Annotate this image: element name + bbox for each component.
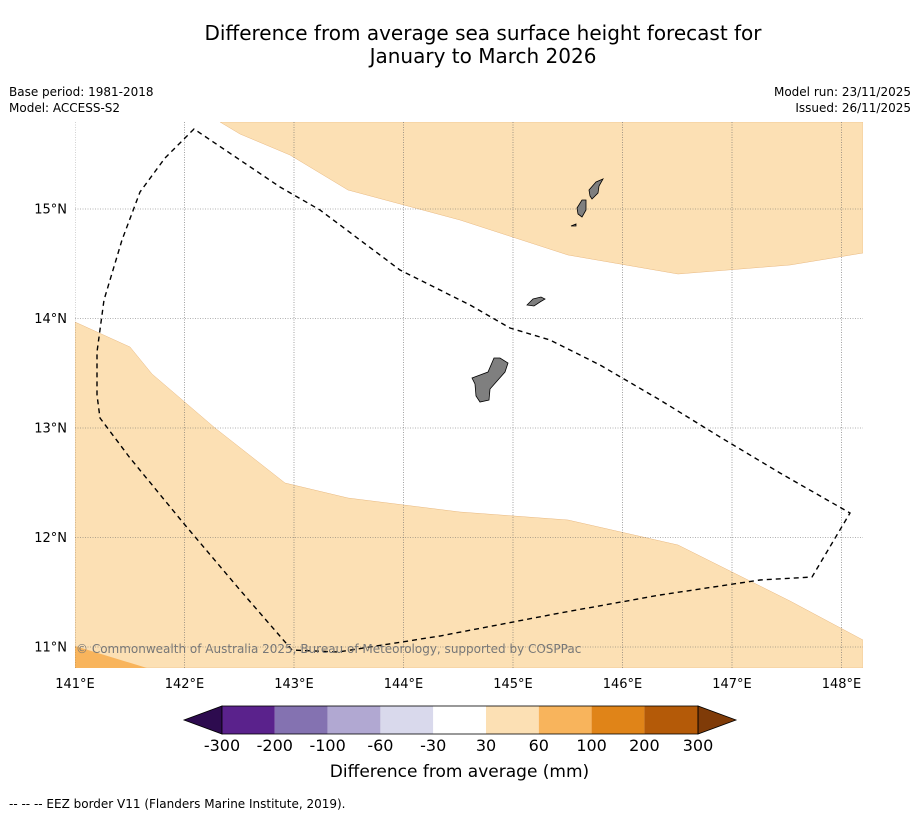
colorbar-title: Difference from average (mm) xyxy=(329,762,590,782)
rota-island-shape xyxy=(526,296,546,307)
anomaly-band-north xyxy=(219,122,863,275)
colorbar-tick: -60 xyxy=(367,736,394,755)
colorbar-swatch-9 xyxy=(644,706,698,734)
colorbar-extend-low xyxy=(182,705,223,735)
lon-labels: 141°E 142°E 143°E 144°E 145°E 146°E 147°… xyxy=(55,677,861,692)
anomaly-patch-60-100 xyxy=(75,646,147,668)
lon-label-148e: 148°E xyxy=(822,677,862,692)
lon-label-141e: 141°E xyxy=(55,677,95,692)
lat-label-15n: 15°N xyxy=(34,203,67,218)
lon-label-142e: 142°E xyxy=(165,677,205,692)
title-line-1: Difference from average sea surface heig… xyxy=(204,21,762,45)
anomaly-band-south xyxy=(75,321,863,668)
colorbar-extend-high xyxy=(697,705,738,735)
lon-label-147e: 147°E xyxy=(712,677,752,692)
colorbar-swatch-3 xyxy=(327,706,381,734)
colorbar-swatch-5 xyxy=(433,706,486,734)
lat-label-13n: 13°N xyxy=(34,422,67,437)
model-run: Model run: 23/11/2025 xyxy=(773,85,911,99)
lat-label-11n: 11°N xyxy=(34,641,67,656)
lon-label-144e: 144°E xyxy=(384,677,424,692)
colorbar-swatch-8 xyxy=(591,706,645,734)
aguijan-island-shape xyxy=(570,223,577,227)
eez-footnote: -- -- -- EEZ border V11 (Flanders Marine… xyxy=(9,797,346,811)
title-line-2: January to March 2026 xyxy=(369,44,597,68)
gridlines xyxy=(75,122,863,668)
model-name: Model: ACCESS-S2 xyxy=(9,101,121,115)
copyright-text: © Commonwealth of Australia 2025, Bureau… xyxy=(76,642,581,656)
issued-date: Issued: 26/11/2025 xyxy=(795,101,911,115)
lat-label-12n: 12°N xyxy=(34,531,67,546)
colorbar-tick: 60 xyxy=(528,736,549,755)
map-title: Difference from average sea surface heig… xyxy=(0,22,919,68)
tinian-island-shape xyxy=(576,199,587,218)
lon-label-145e: 145°E xyxy=(493,677,533,692)
map-area: © Commonwealth of Australia 2025, Bureau… xyxy=(75,122,863,668)
lon-label-146e: 146°E xyxy=(603,677,643,692)
colorbar-tick: 200 xyxy=(629,736,660,755)
colorbar-tick: 300 xyxy=(682,736,714,755)
colorbar-swatch-2 xyxy=(274,706,328,734)
base-period: Base period: 1981-2018 xyxy=(9,85,154,99)
land xyxy=(471,178,604,403)
colorbar-swatch-7 xyxy=(538,706,592,734)
colorbar-tick: -30 xyxy=(420,736,447,755)
colorbar-tick: -100 xyxy=(309,736,346,755)
colorbar-tick: 30 xyxy=(475,736,497,755)
info-left: Base period: 1981-2018 Model: ACCESS-S2 xyxy=(9,84,154,116)
colorbar-tick: 100 xyxy=(576,736,607,755)
colorbar-outline xyxy=(221,705,699,735)
colorbar xyxy=(182,705,738,735)
saipan-island-shape xyxy=(588,178,604,200)
colorbar-swatch-4 xyxy=(380,706,434,734)
colorbar-tick: -200 xyxy=(256,736,293,755)
colorbar-swatch-1 xyxy=(222,706,275,734)
lon-label-143e: 143°E xyxy=(274,677,314,692)
eez-border-line xyxy=(96,128,851,653)
guam-island-shape xyxy=(471,357,509,403)
colorbar-swatch-6 xyxy=(486,706,539,734)
lat-labels: 15°N 14°N 13°N 12°N 11°N xyxy=(34,203,67,656)
lat-label-14n: 14°N xyxy=(34,312,67,327)
info-right: Model run: 23/11/2025 Issued: 26/11/2025 xyxy=(774,84,911,116)
colorbar-tick: -300 xyxy=(203,736,241,755)
